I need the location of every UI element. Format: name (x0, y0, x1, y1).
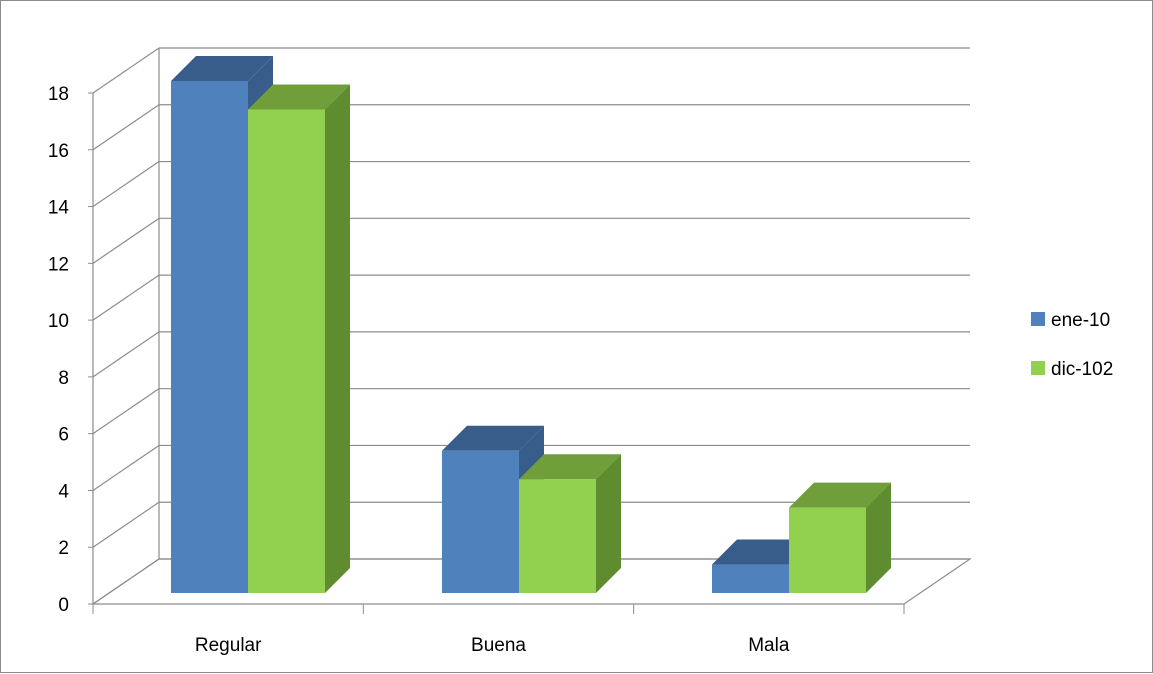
legend-item-dic-102: dic-102 (1031, 359, 1113, 380)
gridline-side (93, 275, 159, 320)
bar-front-face (519, 479, 596, 593)
y-tick-label: 16 (48, 141, 69, 162)
x-axis: Regular Buena Mala (93, 604, 904, 656)
bar-side-face (325, 84, 350, 593)
bar-front-face (248, 109, 325, 593)
gridline-side (93, 559, 159, 604)
legend-label: dic-102 (1051, 359, 1113, 380)
legend-swatch (1031, 361, 1045, 375)
gridline-side (93, 162, 159, 207)
legend-swatch (1031, 312, 1045, 326)
y-tick-label: 4 (58, 481, 69, 502)
x-category-label: Buena (471, 635, 526, 656)
bars (171, 56, 891, 593)
y-tick-label: 8 (58, 368, 69, 389)
legend-item-ene-10: ene-10 (1031, 310, 1110, 331)
bar-front-face (789, 508, 866, 593)
gridline-side (93, 105, 159, 150)
y-tick-label: 14 (48, 198, 70, 219)
x-category-label: Regular (195, 635, 262, 656)
gridline-side (93, 389, 159, 434)
gridline-side (93, 48, 159, 93)
gridline-side (93, 445, 159, 490)
y-tick-label: 0 (58, 595, 69, 616)
bar-front-face (712, 565, 789, 593)
legend-label: ene-10 (1051, 310, 1110, 331)
bar-dic-102-mala (789, 483, 891, 593)
y-axis: 0 2 4 6 8 10 12 14 16 18 (48, 84, 93, 616)
bar-front-face (442, 451, 519, 593)
y-tick-label: 10 (48, 311, 69, 332)
bar-front-face (171, 81, 248, 593)
y-tick-label: 18 (48, 84, 69, 105)
y-tick-label: 12 (48, 254, 69, 275)
bar-dic-102-regular (248, 84, 350, 593)
bar-dic-102-buena (519, 454, 621, 593)
gridline-side (93, 218, 159, 263)
x-category-label: Mala (748, 635, 790, 656)
y-tick-label: 2 (58, 538, 69, 559)
gridline-side (93, 332, 159, 377)
legend: ene-10 dic-102 (1031, 310, 1113, 380)
y-tick-label: 6 (58, 425, 69, 446)
gridline-side (93, 502, 159, 547)
